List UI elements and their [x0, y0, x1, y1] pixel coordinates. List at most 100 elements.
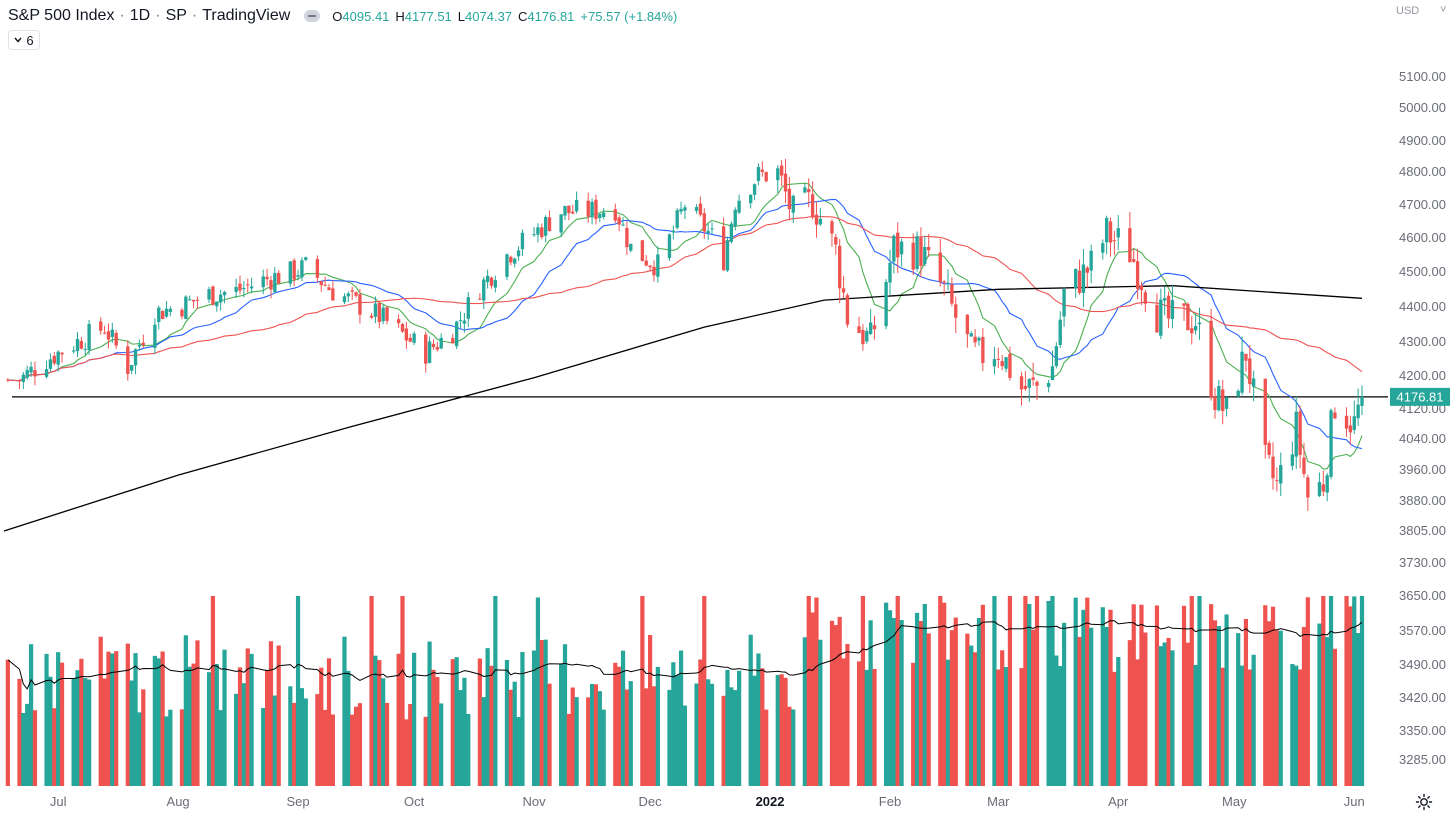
volume-bar	[1139, 604, 1144, 786]
gear-icon[interactable]	[1414, 792, 1434, 812]
volume-bar	[601, 709, 606, 786]
candle-body	[810, 194, 815, 218]
time-axis-tick: Feb	[879, 794, 901, 809]
candle-body	[992, 359, 997, 367]
candle-body	[489, 277, 494, 286]
volume-bar	[164, 716, 169, 786]
source-label: TradingView	[202, 7, 291, 24]
volume-bar	[953, 617, 958, 786]
candle-body	[973, 336, 977, 343]
candle-body	[75, 338, 80, 352]
candle-body	[675, 210, 679, 228]
time-axis-tick: 2022	[756, 794, 785, 809]
volume-bar	[187, 666, 192, 786]
volume-bar	[856, 661, 862, 786]
volume-bar	[1297, 669, 1303, 786]
time-axis-tick: Nov	[522, 794, 546, 809]
volume-bar	[330, 714, 335, 786]
candle-body	[1197, 322, 1202, 325]
volume-bar	[1116, 656, 1121, 786]
indicators-collapse-button[interactable]: 6	[8, 30, 40, 50]
volume-bar	[268, 641, 274, 786]
candle-body	[48, 359, 53, 369]
volume-bar	[860, 596, 866, 786]
candle-body	[1248, 358, 1252, 384]
price-axis-tick: 4900.00	[1399, 133, 1446, 148]
volume-bar	[1046, 600, 1051, 786]
volume-bar	[1278, 630, 1283, 786]
candle-body	[218, 294, 223, 303]
candle-body	[373, 303, 378, 317]
candle-body	[1023, 386, 1028, 389]
time-axis-tick: Mar	[987, 794, 1010, 809]
candle-body	[1302, 457, 1306, 474]
candle-body	[946, 282, 950, 284]
candle-body	[1054, 346, 1059, 366]
volume-bar	[1108, 609, 1113, 786]
volume-bar	[160, 651, 165, 786]
candle-body	[1329, 410, 1333, 477]
candle-body	[1108, 221, 1113, 243]
interval-label[interactable]: 1D	[129, 7, 151, 24]
volume-bar	[884, 602, 889, 786]
candle-body	[656, 254, 660, 277]
volume-bar	[75, 670, 80, 786]
candle-body	[760, 169, 764, 172]
candle-body	[1116, 228, 1120, 238]
candle-body	[756, 167, 761, 181]
volume-bar	[698, 659, 703, 786]
candle-body	[1240, 351, 1244, 393]
candle-body	[369, 315, 374, 318]
candle-body	[106, 331, 111, 340]
currency-label[interactable]: USD	[1396, 5, 1420, 17]
volume-bar	[458, 690, 463, 786]
ohlc-change: +75.57 (+1.84%)	[580, 8, 678, 24]
candle-body	[33, 370, 37, 377]
candle-body	[451, 337, 455, 344]
candle-body	[520, 232, 525, 250]
symbol-name[interactable]: S&P 500 Index	[8, 7, 115, 24]
volume-bar	[752, 675, 757, 786]
volume-bar	[319, 667, 324, 786]
volume-bar	[837, 616, 842, 786]
volume-bar	[721, 695, 726, 786]
volume-bar	[1162, 642, 1167, 786]
candle-body	[1143, 292, 1148, 304]
candle-body	[543, 216, 548, 236]
candle-body	[87, 323, 91, 351]
candle-body	[21, 374, 26, 382]
candle-body	[540, 227, 544, 238]
candle-body	[567, 205, 571, 214]
candle-body	[1213, 396, 1217, 410]
candle-body	[667, 234, 672, 258]
chevron-down-icon	[14, 37, 22, 43]
candle-body	[1236, 390, 1240, 397]
volume-bar	[276, 645, 281, 786]
chevron-down-icon[interactable]: ˅	[1440, 4, 1447, 16]
candle-body	[342, 296, 347, 303]
volume-bar	[114, 651, 119, 786]
candle-body	[776, 168, 780, 181]
volume-bar	[531, 650, 537, 786]
volume-bar	[44, 653, 49, 786]
price-axis-tick: 3960.00	[1399, 462, 1446, 477]
volume-bar	[760, 668, 765, 786]
eye-icon[interactable]	[304, 10, 321, 22]
candle-body	[354, 292, 358, 296]
separator-dot: ·	[191, 7, 198, 24]
volume-bar	[829, 620, 835, 786]
volume-bar	[1317, 623, 1322, 786]
candle-body	[412, 333, 416, 343]
volume-bar	[71, 678, 76, 786]
candle-body	[52, 355, 56, 364]
volume-bar	[965, 633, 970, 786]
volume-bar	[535, 597, 541, 786]
price-axis-tick: 4400.00	[1399, 299, 1446, 314]
candle-body	[238, 283, 242, 291]
volume-bar	[976, 617, 982, 786]
candle-body	[261, 276, 265, 288]
volume-bar	[589, 683, 595, 786]
volume-bar	[543, 639, 548, 786]
candle-body	[857, 326, 861, 334]
